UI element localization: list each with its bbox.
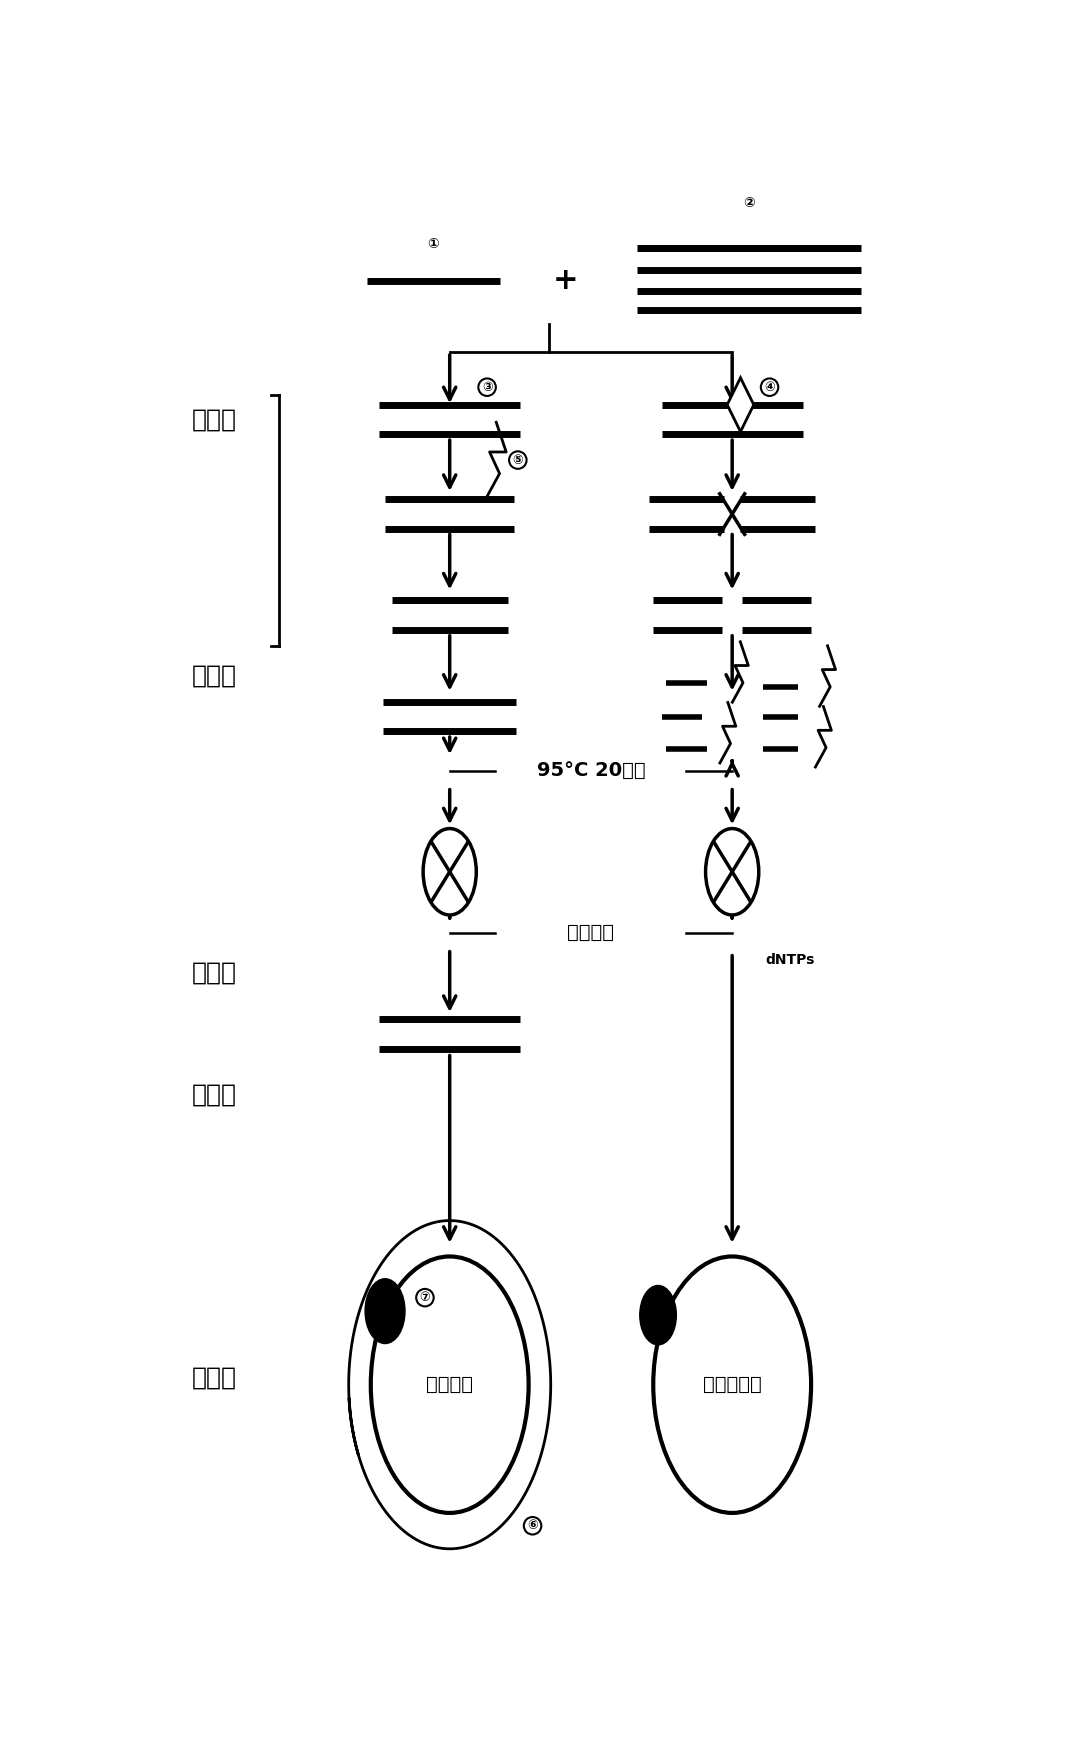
Text: 95°C 20分钟: 95°C 20分钟 [537, 761, 645, 780]
Text: ①: ① [428, 237, 438, 251]
Circle shape [371, 1257, 528, 1513]
Text: 步骤三: 步骤三 [192, 961, 237, 985]
Circle shape [653, 1257, 812, 1513]
Text: 步骤一: 步骤一 [192, 408, 237, 431]
Text: ②: ② [743, 196, 755, 210]
Circle shape [423, 829, 476, 915]
Polygon shape [727, 377, 754, 431]
Text: 滚环扩境: 滚环扩境 [427, 1374, 473, 1394]
Text: ③: ③ [481, 380, 492, 394]
Circle shape [640, 1285, 676, 1345]
Text: ⑥: ⑥ [527, 1520, 538, 1532]
Text: ④: ④ [764, 380, 775, 394]
Text: 步骤二: 步骤二 [192, 664, 237, 687]
Text: 步骤五: 步骤五 [192, 1366, 237, 1390]
Text: dNTPs: dNTPs [765, 952, 815, 966]
Text: 无滚环扩境: 无滚环扩境 [703, 1374, 761, 1394]
Circle shape [366, 1278, 405, 1343]
Text: 降至常温: 降至常温 [567, 924, 614, 941]
Circle shape [705, 829, 759, 915]
Text: +: + [553, 266, 579, 295]
Text: ⑦: ⑦ [419, 1292, 430, 1304]
Text: 步骤四: 步骤四 [192, 1083, 237, 1106]
Text: ⑤: ⑤ [512, 454, 523, 466]
